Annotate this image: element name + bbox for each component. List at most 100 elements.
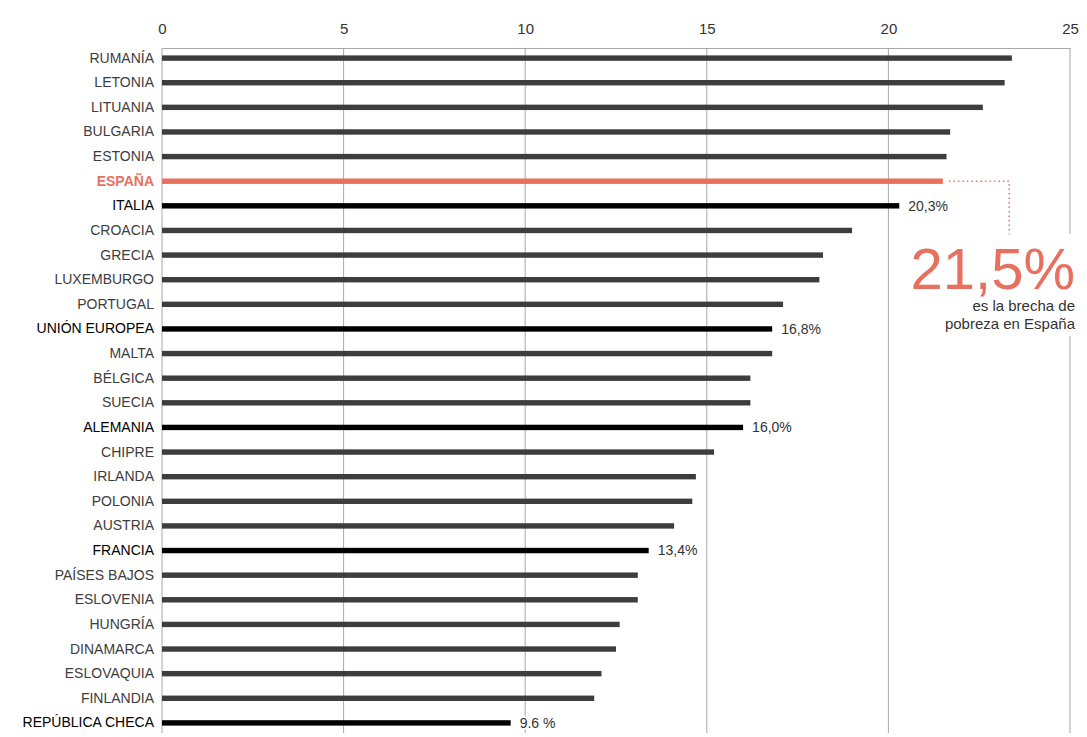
category-label: CHIPRE — [101, 444, 154, 460]
bar — [162, 696, 594, 701]
grid-line — [1070, 48, 1071, 733]
category: POLONIA — [92, 493, 162, 509]
bar — [162, 80, 1005, 85]
category: MALTA — [109, 345, 162, 361]
category-label: LETONIA — [94, 74, 154, 90]
bar — [162, 474, 696, 479]
tick: 5 — [340, 20, 348, 48]
category: ESTONIA — [93, 148, 162, 164]
bar — [162, 203, 899, 208]
axis-line — [163, 48, 1071, 49]
category-label: ESTONIA — [93, 148, 155, 164]
bar — [162, 720, 511, 725]
category-label: GRECIA — [100, 247, 154, 263]
category-label: PORTUGAL — [77, 296, 154, 312]
category-label: ALEMANIA — [83, 419, 154, 435]
bar — [162, 375, 750, 380]
grid-line — [162, 48, 163, 733]
bar — [162, 548, 649, 553]
annotation: 21,5%es la brecha depobreza en España — [905, 181, 1080, 336]
caption-line: pobreza en España — [945, 315, 1076, 332]
category: LITUANIA — [91, 99, 162, 115]
category: GRECIA — [100, 247, 162, 263]
tick-label: 5 — [340, 20, 348, 37]
category-label: HUNGRÍA — [89, 616, 154, 632]
category-label: MALTA — [109, 345, 154, 361]
category: FINLANDIA — [81, 690, 162, 706]
category-label: BULGARIA — [83, 123, 154, 139]
bar — [162, 449, 714, 454]
category: CHIPRE — [101, 444, 162, 460]
leader-line — [949, 181, 1009, 234]
category: HUNGRÍA — [89, 616, 162, 632]
bar — [162, 55, 1012, 60]
bars — [162, 55, 1012, 725]
tick-label: 0 — [158, 20, 166, 37]
category: UNIÓN EUROPEA — [37, 320, 162, 336]
bar — [162, 400, 750, 405]
bar — [162, 671, 601, 676]
bar — [162, 425, 743, 430]
category-label: ITALIA — [112, 197, 154, 213]
tick: 20 — [881, 20, 898, 48]
category: BULGARIA — [83, 123, 162, 139]
category-label: PAÍSES BAJOS — [55, 567, 154, 583]
category: ITALIA — [112, 197, 162, 213]
category: PAÍSES BAJOS — [55, 567, 162, 583]
y-axis: RUMANÍA LETONIA LITUANIA BULGARIA ESTONIA ESP… — [23, 50, 162, 731]
grid-line — [343, 48, 344, 733]
category: ALEMANIA — [83, 419, 162, 435]
bar — [162, 105, 983, 110]
caption-line: es la brecha de — [972, 297, 1075, 314]
bar — [162, 326, 772, 331]
category-label: FRANCIA — [93, 542, 155, 558]
category: ESPAÑA — [97, 172, 162, 189]
data-label: 20,3% — [908, 198, 948, 214]
tick: 0 — [158, 20, 166, 48]
bar — [162, 646, 616, 651]
category-label: LITUANIA — [91, 99, 155, 115]
category: REPÚBLICA CHECA — [23, 714, 162, 730]
category: CROACIA — [90, 222, 162, 238]
bar — [162, 523, 674, 528]
bar — [162, 228, 852, 233]
category: FRANCIA — [93, 542, 162, 558]
category: RUMANÍA — [89, 50, 162, 66]
bar — [162, 622, 620, 627]
category-label: IRLANDA — [93, 468, 154, 484]
category: ESLOVENIA — [75, 591, 162, 607]
bar — [162, 252, 823, 257]
category: LUXEMBURGO — [54, 271, 162, 287]
category-label: BÉLGICA — [93, 370, 154, 386]
category-label: UNIÓN EUROPEA — [37, 320, 155, 336]
category-label: LUXEMBURGO — [54, 271, 154, 287]
category-label: SUECIA — [102, 394, 155, 410]
chart: 0510152025RUMANÍALETONIALITUANIABULGARIA… — [0, 0, 1087, 737]
bar — [162, 499, 692, 504]
annotation-caption: es la brecha depobreza en España — [945, 297, 1076, 332]
category-label: ESLOVAQUIA — [65, 665, 155, 681]
category: AUSTRIA — [93, 517, 162, 533]
data-labels: 20,3%16,8%16,0%13,4%9.6 % — [520, 198, 948, 731]
bar — [162, 572, 638, 577]
annotation-background — [905, 234, 1080, 336]
category-label: FINLANDIA — [81, 690, 155, 706]
tick: 10 — [517, 20, 534, 48]
category-label: RUMANÍA — [89, 50, 154, 66]
grid-line — [888, 48, 889, 733]
category: PORTUGAL — [77, 296, 162, 312]
tick-label: 25 — [1062, 20, 1079, 37]
category: IRLANDA — [93, 468, 162, 484]
category-label: POLONIA — [92, 493, 155, 509]
category: LETONIA — [94, 74, 162, 90]
bar — [162, 597, 638, 602]
bar — [162, 302, 783, 307]
data-label: 13,4% — [658, 542, 698, 558]
bar — [162, 154, 947, 159]
category-label: REPÚBLICA CHECA — [23, 714, 155, 730]
grid-line — [525, 48, 526, 733]
data-label: 16,0% — [752, 419, 792, 435]
bar — [162, 351, 772, 356]
category-label: ESLOVENIA — [75, 591, 155, 607]
category: SUECIA — [102, 394, 162, 410]
